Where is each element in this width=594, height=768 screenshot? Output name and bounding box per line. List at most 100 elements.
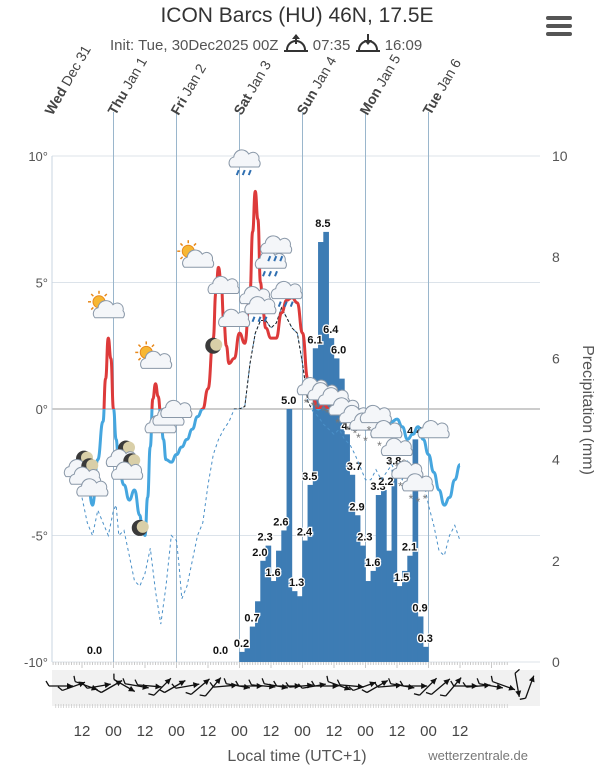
wind-arrow-icon (476, 678, 503, 690)
cloud-shape (417, 420, 450, 439)
weather-sun-cloud-icon (177, 240, 215, 268)
day-label-text: Sat Jan 3 (230, 57, 274, 117)
wind-barb (425, 691, 432, 695)
sun-ray (151, 344, 155, 348)
wind-arrow-icon (519, 675, 535, 700)
hamburger-menu-icon[interactable] (546, 16, 572, 38)
rain-drop (262, 270, 266, 277)
day-label: Thu Jan 1 (104, 54, 150, 117)
precip-value-label: 2.1 (402, 542, 417, 554)
precip-bar (354, 515, 361, 662)
day-label-text: Wed Dec 31 (41, 42, 94, 117)
rain-drop (267, 255, 272, 262)
precip-bar (286, 409, 293, 662)
wind-barb (439, 694, 446, 697)
wind-arrow-head (381, 680, 388, 687)
moon-light (136, 520, 149, 533)
wind-barb (57, 686, 63, 691)
wind-arrow-head (203, 678, 210, 686)
precip-bar (291, 591, 298, 662)
wind-arrow-head (67, 683, 73, 689)
cloud-shape (401, 473, 434, 492)
cloud-shape (92, 300, 125, 319)
wind-barb (171, 683, 177, 689)
precip-value-label: 2.3 (257, 532, 272, 544)
wind-arrow-icon (171, 682, 200, 689)
precip-bar (360, 545, 366, 662)
x-tick-label: 00 (294, 723, 311, 740)
x-tick-label: 12 (200, 723, 217, 740)
precip-value-label: 2.6 (273, 516, 288, 528)
precip-bar (396, 586, 403, 662)
snow-flake: * (363, 434, 368, 448)
snow-flake: * (304, 396, 309, 410)
y-tick-label-temp: -5° (31, 529, 48, 544)
precip-bar (244, 646, 251, 662)
rain-drop (241, 169, 246, 176)
precip-bar (255, 601, 261, 662)
y-tick-label-precip: 4 (552, 452, 560, 468)
wind-barb (285, 682, 290, 688)
cloud-shape (218, 308, 251, 327)
weather-cloud-snow-icon: *** (401, 473, 434, 509)
precip-bar (239, 651, 245, 662)
wind-barb (311, 680, 316, 687)
snow-flake: * (367, 424, 372, 438)
wind-arrow-head (214, 677, 221, 685)
snow-flake: * (311, 399, 316, 413)
sun-ray (90, 306, 94, 311)
precip-bar (407, 555, 413, 662)
day-label: Tue Jan 6 (419, 56, 464, 118)
precip-bar (344, 434, 350, 662)
weather-moon-icon (131, 519, 149, 536)
weather-cloud-rain-icon (244, 296, 277, 323)
x-tick-label: 12 (452, 723, 469, 740)
x-tick-label: 00 (357, 723, 374, 740)
precip-bar (302, 540, 308, 662)
rain-drop (257, 316, 262, 323)
sunset-icon (355, 34, 385, 54)
wind-arrow-icon (134, 679, 162, 690)
rain-drop (277, 301, 282, 307)
precip-bar (328, 338, 335, 662)
cloud-shape (76, 478, 109, 497)
wind-arrow-head (192, 682, 200, 689)
precip-value-label: 8.5 (315, 218, 330, 230)
wind-barb (336, 679, 341, 686)
precip-value-label: 0.2 (234, 638, 249, 650)
precip-bar (281, 530, 287, 662)
precip-bar (323, 231, 329, 662)
moon-light (123, 441, 135, 454)
precip-value-label: 2.2 (378, 476, 393, 488)
x-tick-label: 00 (168, 723, 185, 740)
precip-bar (339, 378, 345, 662)
wind-arrow-icon (399, 680, 428, 689)
cloud-shape (160, 399, 193, 419)
day-label-text: Sun Jan 4 (293, 53, 339, 117)
day-label: Wed Dec 31 (41, 42, 94, 117)
cloud-shape (140, 350, 173, 369)
wind-barb (209, 682, 215, 688)
sun-ray (137, 357, 142, 361)
day-label: Sat Jan 3 (230, 57, 274, 117)
sunrise-icon (283, 34, 313, 54)
x-tick-label: 12 (137, 723, 154, 740)
wind-barb (450, 680, 455, 687)
day-label-text: Tue Jan 6 (419, 56, 464, 118)
rain-drop (279, 255, 284, 262)
wind-barb (348, 686, 354, 691)
credit-text: wetterzentrale.de (428, 748, 528, 763)
weather-cloud-icon (207, 275, 240, 295)
wind-barb (45, 680, 50, 687)
precip-bar (412, 439, 419, 662)
wind-barb (519, 697, 526, 700)
snow-flake: * (356, 431, 361, 445)
snow-flake: * (342, 419, 347, 433)
y-tick-label-temp: 0° (36, 402, 48, 417)
wind-barb (82, 683, 88, 689)
snow-flake: * (388, 456, 393, 470)
day-label: Mon Jan 5 (356, 51, 403, 117)
x-tick-label: 00 (231, 723, 248, 740)
day-label-text: Mon Jan 5 (356, 51, 403, 117)
